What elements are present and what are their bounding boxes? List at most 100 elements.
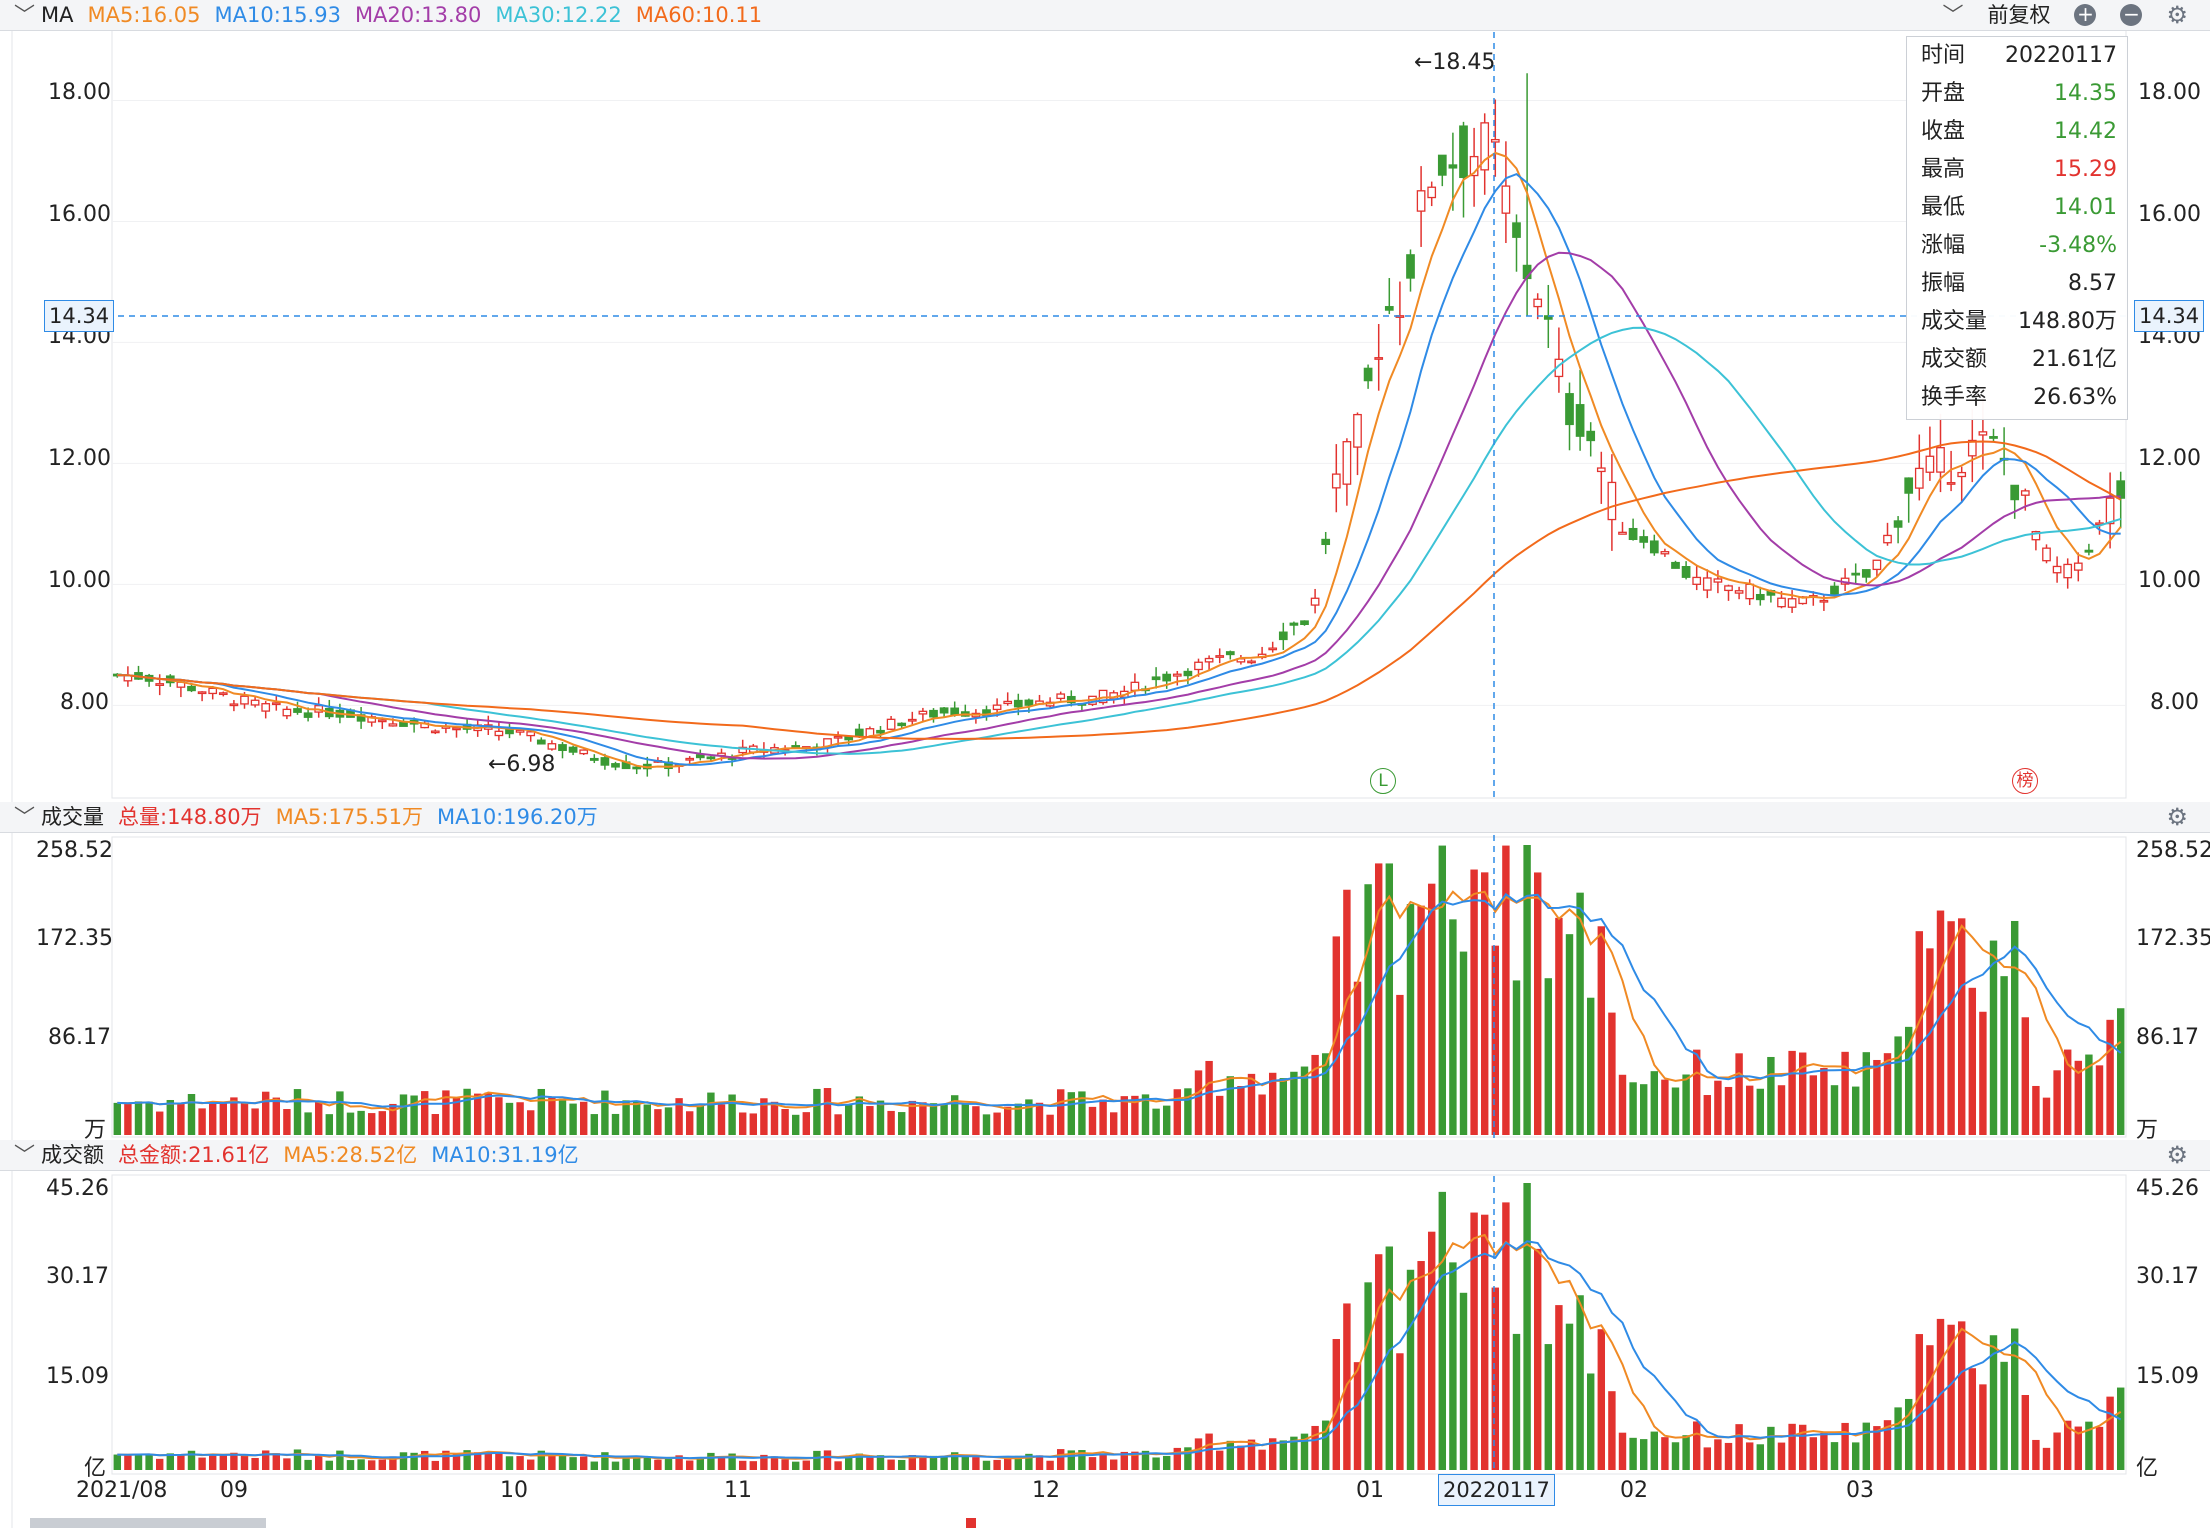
volume-bar — [887, 1110, 895, 1135]
volume-bar — [1385, 863, 1394, 1135]
ma5-line — [117, 151, 2122, 769]
ma20-legend: MA20:13.80 — [354, 3, 482, 27]
volume-bar — [643, 1104, 652, 1135]
candle-body — [2073, 562, 2083, 571]
amount-bar — [1735, 1424, 1743, 1470]
candle-body — [738, 746, 748, 754]
amount-bar — [749, 1461, 758, 1470]
volume-bar — [431, 1114, 440, 1135]
volume-bar — [1851, 1086, 1860, 1135]
amount-bar — [558, 1455, 567, 1470]
volume-bar — [855, 1096, 864, 1135]
amount-bar — [1703, 1447, 1712, 1470]
amount-bar — [399, 1452, 408, 1470]
x-tick: 12 — [1032, 1478, 1060, 1503]
volume-bar — [781, 1109, 789, 1135]
panel-frame — [111, 29, 2127, 799]
volume-bar — [1120, 1096, 1129, 1135]
volume-bar — [187, 1094, 196, 1135]
volume-bar — [2010, 920, 2019, 1135]
tooltip-row: 振幅 8.57 — [1907, 265, 2127, 303]
chevron-down-icon[interactable]: ﹀ — [1942, 3, 1964, 27]
amount-bar — [1894, 1407, 1902, 1470]
amount-bar — [463, 1450, 471, 1470]
volume-bar — [346, 1112, 355, 1135]
volume-panel-header: ﹀ 成交量 总量:148.80万 MA5:175.51万 MA10:196.20万 ⚙ — [0, 802, 2210, 833]
amount-bar — [1258, 1449, 1266, 1470]
amount-bar — [855, 1453, 864, 1470]
volume-bar — [993, 1112, 1001, 1135]
amount-bar — [1120, 1451, 1129, 1470]
amount-bar — [1205, 1433, 1213, 1470]
amount-bar — [2085, 1421, 2093, 1470]
price-panel-header: ﹀ MA MA5:16.05 MA10:15.93 MA20:13.80 MA30:12.… — [0, 0, 2210, 31]
volume-bar — [420, 1091, 429, 1135]
amount-bar — [1555, 1305, 1563, 1470]
amount-bar — [1290, 1436, 1298, 1470]
amount-y-tick: 45.26 — [2136, 1176, 2199, 1201]
crosshair-date: 20220117 — [1438, 1474, 1555, 1506]
amount-bar — [844, 1457, 853, 1470]
volume-bar — [177, 1102, 185, 1135]
volume-bar — [410, 1095, 418, 1135]
candle-body — [1225, 651, 1235, 656]
chevron-down-icon[interactable]: ﹀ — [14, 1143, 35, 1167]
ohlc-tooltip: 时间 20220117 开盘 14.35 收盘 14.42 最高 15.29 最低 14.… — [1906, 36, 2128, 420]
amount-bar — [484, 1451, 493, 1470]
chevron-down-icon[interactable]: ﹀ — [14, 805, 35, 829]
amount-bar — [1332, 1339, 1341, 1470]
amount-bar — [367, 1460, 376, 1470]
volume-bar — [1968, 987, 1977, 1135]
candle-body — [695, 754, 705, 759]
amount-bar — [1417, 1261, 1425, 1470]
chevron-down-icon[interactable]: ﹀ — [14, 3, 35, 27]
volume-bar — [908, 1100, 917, 1135]
amount-bar — [982, 1460, 991, 1470]
candle-body — [876, 729, 885, 734]
volume-bar — [357, 1110, 365, 1135]
candle-body — [1384, 306, 1394, 311]
amount-bar — [993, 1459, 1001, 1470]
volume-bar — [198, 1108, 206, 1135]
event-marker-l[interactable]: L — [1370, 768, 1396, 794]
adjust-mode-select[interactable]: 前复权 — [1987, 3, 2051, 27]
volume-bar — [611, 1113, 620, 1135]
amount-bar — [1035, 1455, 1044, 1470]
volume-bar — [1639, 1084, 1648, 1135]
amount-bar — [1862, 1422, 1871, 1470]
candle-body — [589, 757, 599, 761]
volume-unit: 万 — [84, 1118, 107, 1143]
gear-icon[interactable]: ⚙ — [2166, 1, 2188, 29]
volume-bar — [601, 1090, 609, 1135]
candle-body — [1777, 597, 1786, 608]
amount-bar — [1141, 1450, 1150, 1470]
candle-body — [1978, 431, 1988, 436]
tooltip-label: 振幅 — [1921, 271, 1966, 296]
candle-body — [1321, 538, 1331, 546]
gear-icon[interactable]: ⚙ — [2166, 1141, 2188, 1169]
candle-body — [558, 744, 567, 752]
candle-body — [939, 707, 949, 714]
candle-body — [685, 757, 695, 761]
volume-bar — [473, 1093, 482, 1135]
amount-bar — [887, 1459, 895, 1470]
tooltip-value: 8.57 — [2068, 271, 2117, 296]
y-tick: 16.00 — [48, 202, 111, 227]
volume-bar — [1406, 904, 1415, 1135]
scrollbar-thumb[interactable] — [30, 1518, 266, 1528]
amount-bar — [1056, 1449, 1065, 1470]
candle-body — [155, 683, 165, 686]
zoom-in-icon[interactable]: + — [2074, 4, 2097, 26]
zoom-out-icon[interactable]: − — [2120, 4, 2143, 26]
gear-icon[interactable]: ⚙ — [2166, 803, 2188, 831]
amount-bar — [2021, 1395, 2030, 1470]
volume-bar — [1152, 1108, 1160, 1135]
amount-bar — [728, 1453, 736, 1470]
candle-body — [1512, 222, 1521, 238]
volume-bar — [791, 1114, 800, 1135]
event-marker-bang[interactable]: 榜 — [2012, 768, 2038, 794]
amount-bar — [2010, 1328, 2019, 1470]
candle-body — [1194, 661, 1203, 671]
candle-body — [1830, 585, 1839, 597]
